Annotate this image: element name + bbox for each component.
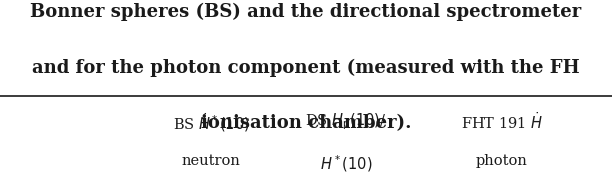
Text: DS $H_\mathrm{p}(10)$/: DS $H_\mathrm{p}(10)$/: [305, 111, 386, 132]
Text: Bonner spheres (BS) and the directional spectrometer: Bonner spheres (BS) and the directional …: [31, 3, 581, 21]
Text: BS $\dot{H}^*(10)$: BS $\dot{H}^*(10)$: [173, 111, 250, 134]
Text: and for the photon component (measured with the FH: and for the photon component (measured w…: [32, 59, 580, 77]
Text: $H^*(10)$: $H^*(10)$: [319, 154, 372, 174]
Text: photon: photon: [476, 154, 528, 168]
Text: ionisation chamber).: ionisation chamber).: [201, 114, 411, 132]
Text: neutron: neutron: [182, 154, 241, 168]
Text: FHT 191 $\dot{H}$: FHT 191 $\dot{H}$: [461, 111, 543, 132]
